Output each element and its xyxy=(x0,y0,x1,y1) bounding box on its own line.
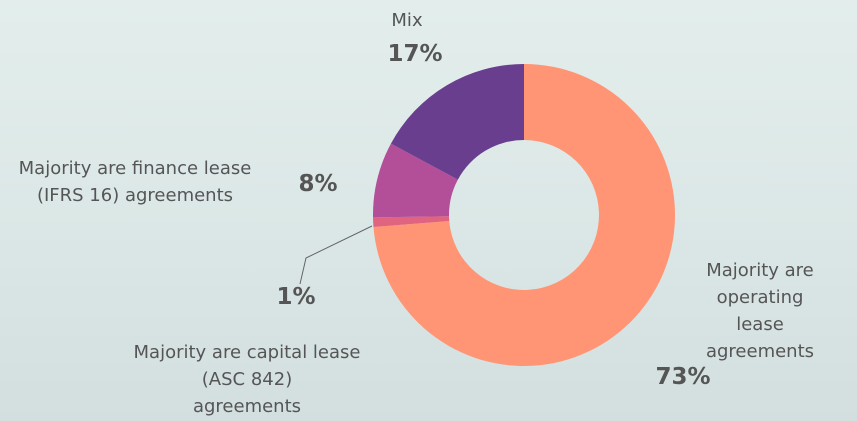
value-label: 8% xyxy=(298,171,338,197)
category-label: Mix xyxy=(391,10,423,31)
donut-slice xyxy=(373,64,675,367)
value-label: 73% xyxy=(655,364,711,390)
leader-line xyxy=(299,225,373,285)
donut-slice xyxy=(373,143,458,218)
category-label: Majority are operating lease agreements xyxy=(705,260,815,362)
donut-slice xyxy=(390,63,524,180)
category-label: Majority are capital lease (ASC 842) agr… xyxy=(133,342,361,417)
value-label: 17% xyxy=(387,41,443,67)
category-label: Majority are finance lease (IFRS 16) agr… xyxy=(18,158,252,206)
donut-slice xyxy=(373,216,450,227)
value-label: 1% xyxy=(276,284,316,310)
